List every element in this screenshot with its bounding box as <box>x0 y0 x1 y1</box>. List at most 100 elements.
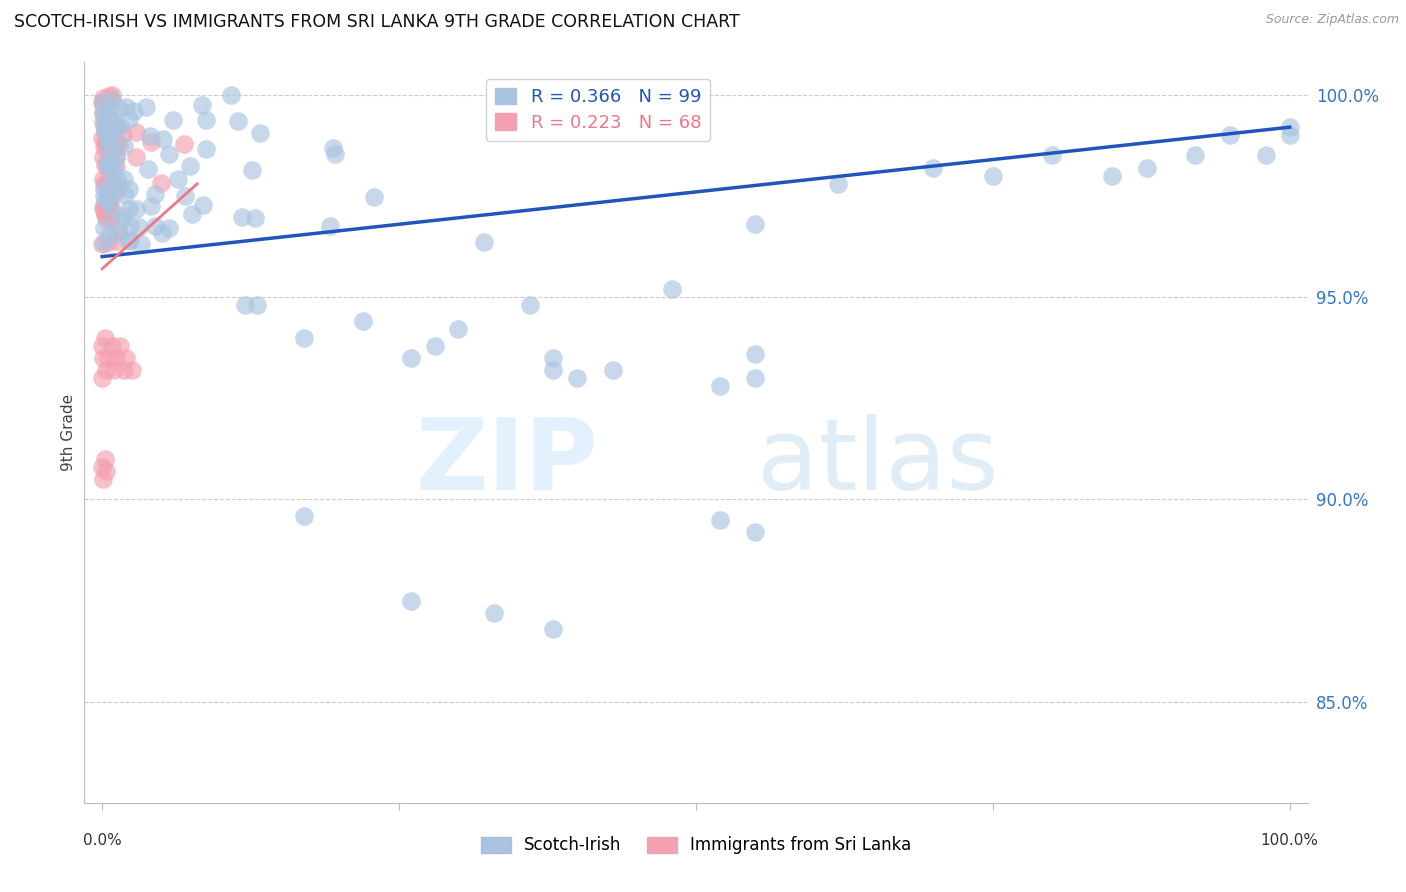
Point <box>709 379 731 393</box>
Point <box>96 128 118 142</box>
Point <box>744 347 766 361</box>
Point <box>103 114 125 128</box>
Point <box>191 98 214 112</box>
Point <box>93 221 115 235</box>
Point <box>94 122 117 136</box>
Point <box>97 93 120 107</box>
Point <box>104 149 127 163</box>
Point <box>447 322 470 336</box>
Point <box>661 282 683 296</box>
Point <box>108 178 131 193</box>
Point <box>121 363 143 377</box>
Point <box>125 202 148 217</box>
Point <box>118 233 141 247</box>
Point <box>100 140 122 154</box>
Point <box>91 95 114 109</box>
Point <box>103 159 125 173</box>
Point <box>91 371 114 385</box>
Point <box>97 128 120 142</box>
Point <box>233 298 256 312</box>
Point <box>101 125 124 139</box>
Point <box>112 127 135 141</box>
Point <box>543 622 565 636</box>
Point <box>112 139 135 153</box>
Point <box>93 207 115 221</box>
Point <box>101 174 124 188</box>
Point <box>104 234 127 248</box>
Point <box>744 524 766 539</box>
Point <box>96 212 118 227</box>
Point <box>104 186 127 200</box>
Point <box>139 129 162 144</box>
Point <box>399 593 422 607</box>
Point <box>231 211 253 225</box>
Point <box>111 212 134 227</box>
Point <box>97 235 120 249</box>
Point <box>96 137 118 152</box>
Point <box>173 136 195 151</box>
Legend: Scotch-Irish, Immigrants from Sri Lanka: Scotch-Irish, Immigrants from Sri Lanka <box>474 830 918 861</box>
Point <box>243 211 266 226</box>
Point <box>194 113 217 128</box>
Point <box>112 363 135 377</box>
Point <box>981 169 1004 183</box>
Point <box>93 178 115 192</box>
Point <box>226 114 249 128</box>
Point <box>97 145 120 159</box>
Point <box>94 208 117 222</box>
Point <box>143 219 166 233</box>
Point <box>105 120 128 135</box>
Point <box>107 137 129 152</box>
Point <box>91 338 114 352</box>
Point <box>104 151 127 165</box>
Point <box>107 223 129 237</box>
Point <box>1278 128 1301 143</box>
Point <box>1101 169 1123 183</box>
Point <box>97 153 120 168</box>
Point <box>399 351 422 365</box>
Point <box>97 88 120 103</box>
Point <box>94 158 117 172</box>
Point <box>97 161 120 176</box>
Point <box>143 186 166 201</box>
Point <box>93 330 115 344</box>
Point <box>98 187 121 202</box>
Point <box>150 226 173 240</box>
Point <box>98 194 121 209</box>
Point <box>91 131 114 145</box>
Point <box>94 112 117 126</box>
Point <box>179 159 201 173</box>
Point <box>150 176 173 190</box>
Point <box>97 105 120 120</box>
Point <box>292 508 315 523</box>
Point <box>103 363 125 377</box>
Point <box>97 139 120 153</box>
Point <box>97 200 120 214</box>
Point <box>118 234 141 248</box>
Point <box>191 198 214 212</box>
Point <box>93 189 115 203</box>
Point <box>97 154 120 169</box>
Point <box>97 351 120 365</box>
Point <box>93 127 115 141</box>
Point <box>152 132 174 146</box>
Point <box>1219 128 1241 143</box>
Point <box>162 113 184 128</box>
Text: Source: ZipAtlas.com: Source: ZipAtlas.com <box>1265 13 1399 27</box>
Point <box>129 236 152 251</box>
Point <box>93 451 115 466</box>
Point <box>219 88 242 103</box>
Point <box>115 351 138 365</box>
Point <box>1254 148 1277 162</box>
Point <box>100 338 122 352</box>
Point <box>174 188 197 202</box>
Point <box>97 190 120 204</box>
Point <box>124 103 146 118</box>
Point <box>136 161 159 176</box>
Point <box>105 351 128 365</box>
Point <box>104 181 127 195</box>
Point <box>104 180 127 194</box>
Point <box>93 472 115 486</box>
Point <box>543 351 565 365</box>
Point <box>323 147 346 161</box>
